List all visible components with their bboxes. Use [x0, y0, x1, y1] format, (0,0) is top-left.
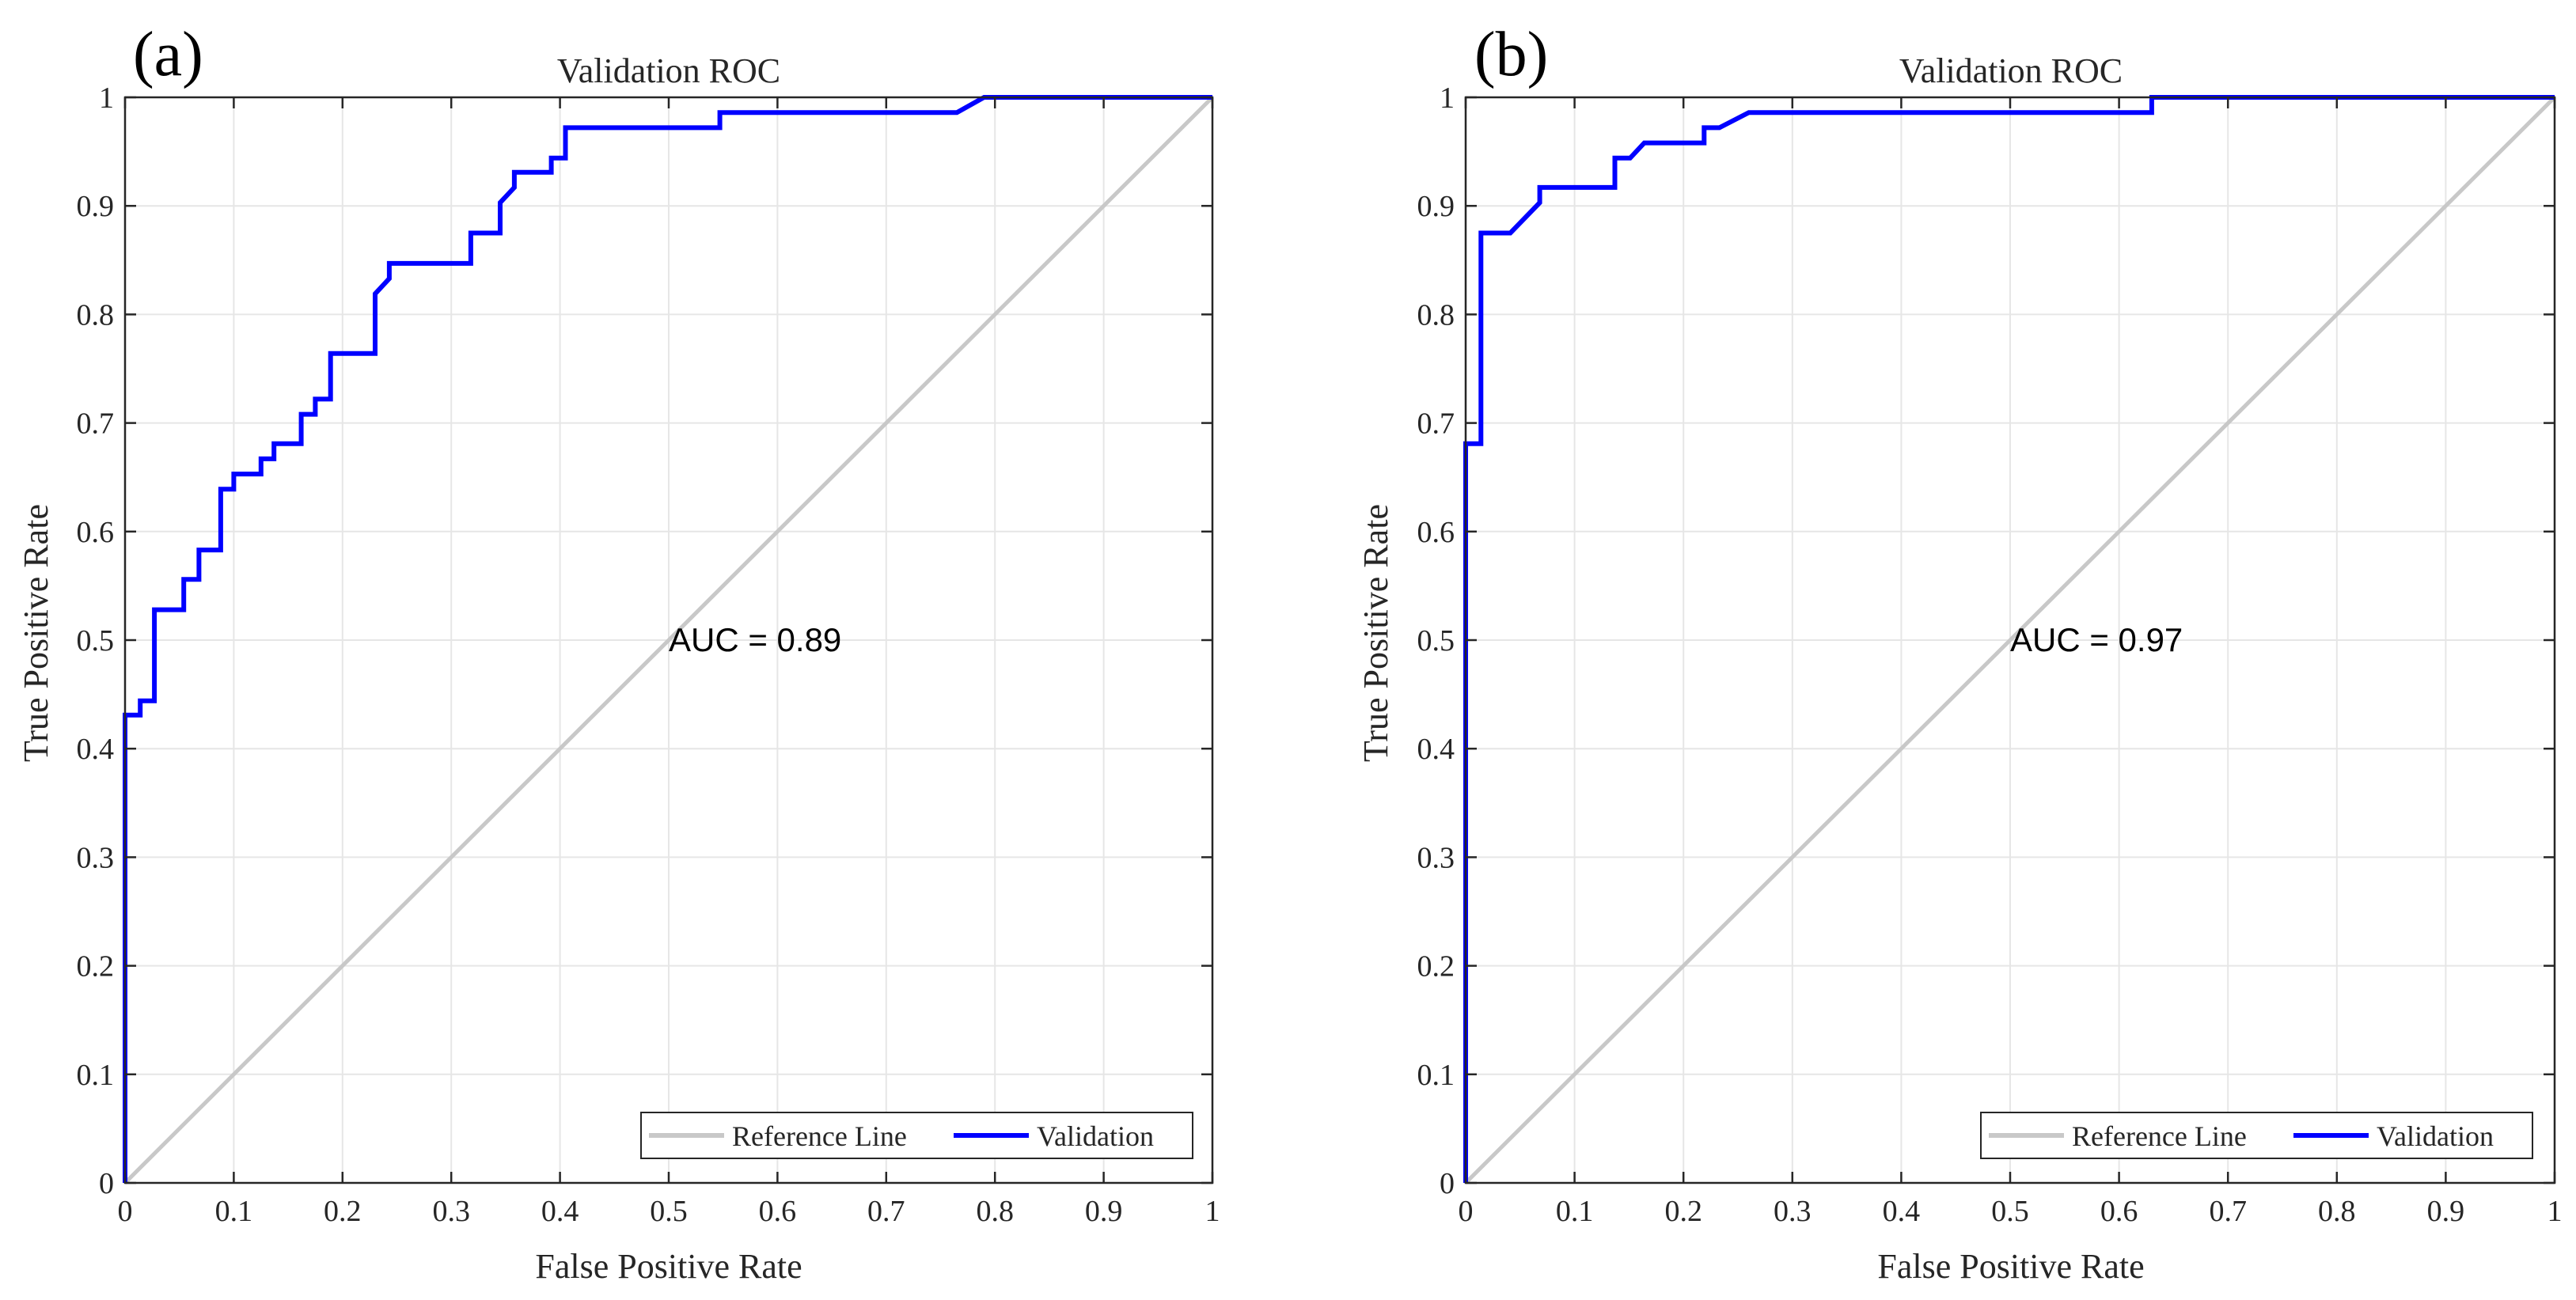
- legend-box: [1980, 1112, 2533, 1159]
- y-tick-label: 0.2: [1417, 950, 1455, 984]
- y-axis-label: True Positive Rate: [17, 504, 55, 762]
- legend: Reference Line Validation: [1980, 1112, 2533, 1159]
- reference-line-layer: [123, 96, 1214, 1184]
- x-tick-label: 0.4: [541, 1195, 579, 1228]
- legend: Reference Line Validation: [640, 1112, 1193, 1159]
- x-tick-label: 0.6: [2100, 1195, 2138, 1228]
- y-tick-label: 0.3: [1417, 841, 1455, 874]
- grid-lines: [1466, 97, 2555, 1183]
- chart-title: Validation ROC: [557, 51, 780, 90]
- x-axis-label: False Positive Rate: [1877, 1247, 2144, 1286]
- x-tick-label: 0.9: [1085, 1195, 1123, 1228]
- y-axis-label: True Positive Rate: [1356, 504, 1395, 762]
- x-tick-label: 0: [118, 1195, 133, 1228]
- y-tick-label: 1: [1440, 81, 1455, 115]
- x-tick-label: 0.1: [1556, 1195, 1594, 1228]
- x-tick-label: 0.1: [215, 1195, 253, 1228]
- roc-panel-b: 0 0.1 0.2 0.3 0.4 0.5 0.6 0.7 0.8 0.9 1 0 0.1 0.2 0.3…: [1356, 20, 2563, 1286]
- x-tick-label: 0.8: [976, 1195, 1014, 1228]
- x-tick-label: 0.3: [432, 1195, 470, 1228]
- y-tick-label: 0: [99, 1167, 114, 1200]
- y-tick-label: 0.3: [77, 841, 115, 874]
- roc-panel-a: 0 0.1 0.2 0.3 0.4 0.5 0.6 0.7 0.8 0.9 1 0 0.1 0.2 0.3…: [17, 20, 1220, 1286]
- y-tick-label: 0.7: [77, 407, 115, 441]
- y-tick-label: 0.6: [77, 516, 115, 549]
- y-tick-labels: 0 0.1 0.2 0.3 0.4 0.5 0.6 0.7 0.8 0.9 1: [1417, 81, 1455, 1200]
- reference-line-layer: [1464, 96, 2556, 1184]
- legend-reference-label: Reference Line: [2072, 1120, 2247, 1152]
- x-tick-label: 0: [1459, 1195, 1474, 1228]
- y-tick-label: 0: [1440, 1167, 1455, 1200]
- x-tick-label: 1: [2548, 1195, 2563, 1228]
- auc-annotation: AUC = 0.89: [669, 621, 841, 658]
- x-tick-labels: 0 0.1 0.2 0.3 0.4 0.5 0.6 0.7 0.8 0.9 1: [1459, 1195, 2563, 1228]
- y-tick-label: 0.8: [77, 298, 115, 332]
- x-tick-label: 0.7: [2209, 1195, 2247, 1228]
- x-tick-labels: 0 0.1 0.2 0.3 0.4 0.5 0.6 0.7 0.8 0.9 1: [118, 1195, 1220, 1228]
- x-tick-label: 0.3: [1774, 1195, 1812, 1228]
- y-tick-label: 0.8: [1417, 298, 1455, 332]
- x-axis-label: False Positive Rate: [535, 1247, 802, 1286]
- y-tick-label: 0.7: [1417, 407, 1455, 441]
- x-tick-label: 0.9: [2427, 1195, 2465, 1228]
- validation-line-layer: [123, 95, 1212, 1183]
- reference-line: [123, 96, 1214, 1184]
- y-tick-label: 0.4: [77, 733, 115, 766]
- y-tick-label: 0.9: [1417, 190, 1455, 223]
- y-tick-label: 0.5: [77, 624, 115, 658]
- auc-annotation: AUC = 0.97: [2010, 621, 2183, 658]
- legend-reference-label: Reference Line: [732, 1120, 907, 1152]
- axes-box: [123, 96, 1214, 1184]
- y-tick-label: 0.4: [1417, 733, 1455, 766]
- y-tick-label: 0.1: [1417, 1059, 1455, 1092]
- legend-box: [640, 1112, 1193, 1159]
- x-tick-label: 0.6: [759, 1195, 797, 1228]
- y-tick-label: 0.5: [1417, 624, 1455, 658]
- chart-title: Validation ROC: [1899, 51, 2123, 90]
- axes-box: [1464, 96, 2556, 1184]
- panel-label: (b): [1474, 20, 1548, 89]
- y-tick-label: 0.9: [77, 190, 115, 223]
- y-tick-labels: 0 0.1 0.2 0.3 0.4 0.5 0.6 0.7 0.8 0.9 1: [77, 81, 115, 1200]
- validation-roc-curve: [123, 95, 1212, 1183]
- x-tick-label: 0.2: [1664, 1195, 1702, 1228]
- plot-frame: [123, 96, 1214, 1184]
- legend-validation-label: Validation: [2377, 1120, 2494, 1152]
- validation-roc-curve: [1463, 95, 2555, 1183]
- x-tick-label: 0.5: [650, 1195, 688, 1228]
- legend-validation-label: Validation: [1037, 1120, 1154, 1152]
- x-tick-label: 0.4: [1883, 1195, 1921, 1228]
- x-tick-label: 0.5: [1991, 1195, 2029, 1228]
- validation-line-layer: [1463, 95, 2555, 1183]
- y-tick-label: 0.2: [77, 950, 115, 984]
- x-tick-label: 0.7: [867, 1195, 905, 1228]
- y-tick-label: 1: [99, 81, 114, 115]
- reference-line: [1464, 96, 2556, 1184]
- x-tick-label: 0.8: [2318, 1195, 2356, 1228]
- plot-frame: [1464, 96, 2556, 1184]
- y-tick-label: 0.6: [1417, 516, 1455, 549]
- x-tick-label: 1: [1205, 1195, 1220, 1228]
- x-tick-label: 0.2: [324, 1195, 362, 1228]
- y-tick-label: 0.1: [77, 1059, 115, 1092]
- panel-label: (a): [133, 20, 203, 89]
